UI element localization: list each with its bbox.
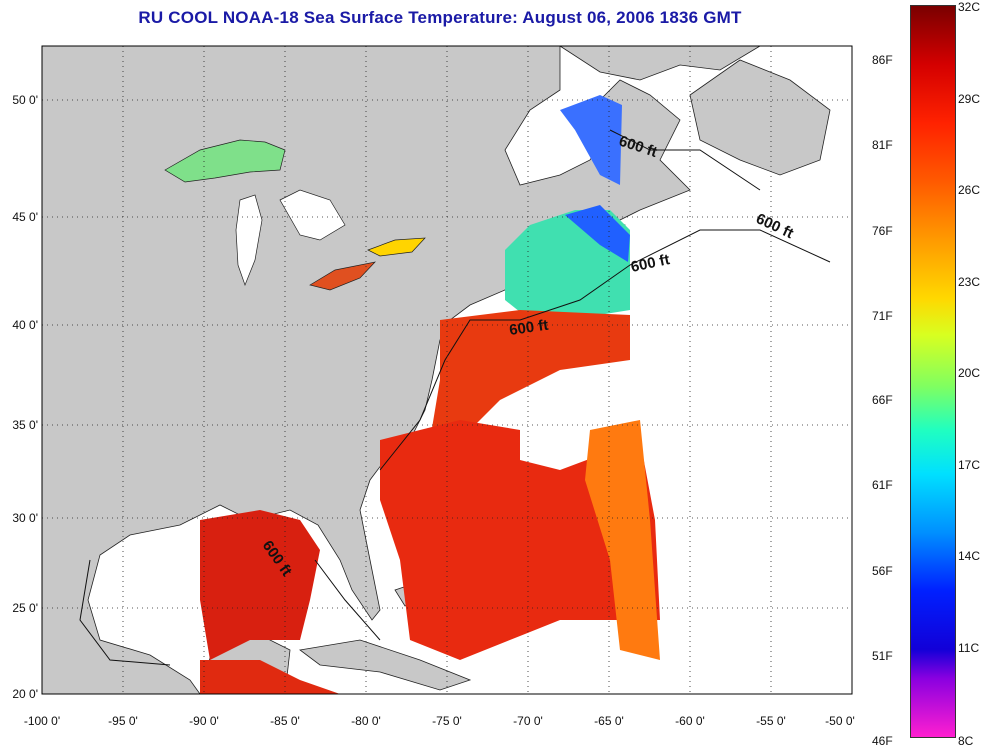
lon-label: -100 0' (24, 714, 60, 728)
lake-superior (164, 139, 286, 183)
sst-mid-atlantic-warm (430, 310, 630, 440)
lon-label: -60 0' (675, 714, 705, 728)
lon-label: -50 0' (825, 714, 855, 728)
colorbar-c-label: 23C (958, 275, 981, 289)
colorbar-c-label: 20C (958, 366, 981, 380)
colorbar-c-label: 14C (958, 549, 981, 563)
latitude-labels: 50 0' 45 0' 40 0' 35 0' 30 0' 25 0' 20 0… (12, 93, 38, 701)
lake-michigan (235, 194, 263, 286)
longitude-labels: -100 0' -95 0' -90 0' -85 0' -80 0' -75 … (24, 714, 855, 728)
sst-st-lawrence-cold (560, 95, 622, 185)
colorbar-f-label: 46F (872, 734, 893, 748)
lon-label: -85 0' (270, 714, 300, 728)
cuba-land (299, 639, 472, 691)
colorbar-c-label: 26C (958, 183, 981, 197)
lake-erie (309, 261, 377, 291)
temperature-colorbar (910, 5, 956, 738)
lon-label: -95 0' (108, 714, 138, 728)
lat-label: 35 0' (12, 418, 38, 432)
lon-label: -55 0' (756, 714, 786, 728)
lake-ontario (367, 237, 426, 257)
great-lakes (164, 139, 426, 291)
colorbar-f-label: 71F (872, 309, 893, 323)
colorbar-f-label: 51F (872, 649, 893, 663)
colorbar-f-label: 86F (872, 53, 893, 67)
lat-label: 50 0' (12, 93, 38, 107)
lon-label: -75 0' (432, 714, 462, 728)
lon-label: -70 0' (513, 714, 543, 728)
sst-gulf-of-mexico-warm (200, 510, 320, 660)
colorbar-c-label: 29C (958, 92, 981, 106)
sst-data-layer (200, 95, 660, 694)
lat-label: 45 0' (12, 210, 38, 224)
colorbar-c-label: 17C (958, 458, 981, 472)
sst-atlantic-orange (585, 420, 660, 660)
sst-bay-of-fundy-cold (565, 205, 630, 262)
lat-label: 30 0' (12, 511, 38, 525)
lake-huron (279, 189, 346, 241)
map-title: RU COOL NOAA-18 Sea Surface Temperature:… (138, 8, 742, 27)
lat-label: 25 0' (12, 601, 38, 615)
colorbar-f-label: 56F (872, 564, 893, 578)
colorbar-f-label: 66F (872, 393, 893, 407)
colorbar-f-label: 76F (872, 224, 893, 238)
lat-label: 20 0' (12, 687, 38, 701)
sst-caribbean-warm (200, 660, 340, 694)
graticule (42, 46, 852, 694)
colorbar-c-label: 8C (958, 734, 974, 748)
contour-label: 600 ft (508, 317, 549, 339)
newfoundland-land (689, 59, 831, 176)
colorbar-f-label: 61F (872, 478, 893, 492)
isobath-600ft (79, 129, 831, 666)
lon-label: -90 0' (189, 714, 219, 728)
lat-label: 40 0' (12, 318, 38, 332)
colorbar-f-label: 81F (872, 138, 893, 152)
lon-label: -80 0' (351, 714, 381, 728)
colorbar-c-label: 11C (958, 641, 980, 655)
plot-frame (41, 45, 853, 695)
lon-label: -65 0' (594, 714, 624, 728)
colorbar-c-label: 32C (958, 0, 981, 14)
